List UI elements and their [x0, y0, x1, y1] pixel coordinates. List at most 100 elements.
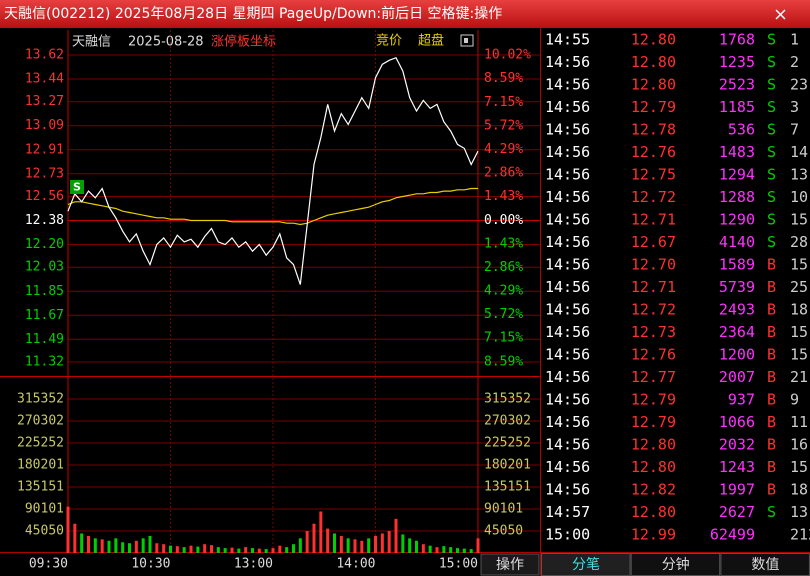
- trade-time: 14:56: [545, 481, 590, 499]
- trade-time: 14:55: [545, 31, 590, 49]
- trade-time: 15:00: [545, 526, 590, 544]
- volume-bar: [285, 547, 289, 553]
- trade-count: 212: [790, 526, 810, 544]
- trade-time: 14:56: [545, 98, 590, 116]
- trade-side: S: [767, 143, 776, 161]
- trade-price: 12.99: [631, 526, 676, 544]
- volume-tick-label-right: 135151: [484, 479, 531, 494]
- trade-side: S: [767, 233, 776, 251]
- volume-bar: [401, 534, 405, 553]
- trade-count: 11: [790, 413, 808, 431]
- auction-toggle[interactable]: 竞价: [376, 33, 402, 49]
- volume-bar: [216, 547, 220, 553]
- trade-volume: 937: [728, 391, 755, 409]
- trade-side: B: [767, 436, 776, 454]
- x-tick-label: 10:30: [131, 557, 170, 572]
- volume-bar: [476, 538, 480, 553]
- volume-bar: [326, 528, 330, 553]
- volume-tick-label-right: 315352: [484, 391, 531, 406]
- trade-time: 14:56: [545, 256, 590, 274]
- y2-tick-label: 2.86%: [484, 260, 523, 275]
- y-tick-label: 13.44: [25, 72, 64, 87]
- y2-tick-label: 10.02%: [484, 48, 531, 63]
- trade-count: 15: [790, 256, 808, 274]
- trade-price: 12.67: [631, 233, 676, 251]
- volume-bar: [148, 535, 152, 553]
- trade-time: 14:56: [545, 121, 590, 139]
- trade-side: S: [767, 166, 776, 184]
- trade-count: 23: [790, 76, 808, 94]
- volume-bar: [182, 547, 186, 553]
- trade-time: 14:56: [545, 323, 590, 341]
- trade-volume: 1997: [719, 481, 755, 499]
- close-button[interactable]: [775, 9, 786, 20]
- trade-side: S: [767, 53, 776, 71]
- volume-bar: [162, 544, 166, 553]
- trade-volume: 5739: [719, 278, 755, 296]
- trade-count: 16: [790, 436, 808, 454]
- trade-count: 15: [790, 346, 808, 364]
- volume-bar: [175, 546, 179, 553]
- volume-tick-label: 135151: [17, 479, 64, 494]
- trade-count: 13: [790, 166, 808, 184]
- operate-button[interactable]: [480, 553, 540, 576]
- trade-time: 14:56: [545, 76, 590, 94]
- trade-price: 12.80: [631, 76, 676, 94]
- title-bar: [0, 0, 810, 28]
- y2-tick-label: 4.29%: [484, 142, 523, 157]
- y-tick-label: 12.03: [25, 260, 64, 275]
- y-tick-label: 12.56: [25, 189, 64, 204]
- trade-volume: 1200: [719, 346, 755, 364]
- trade-side: B: [767, 346, 776, 364]
- trade-count: 18: [790, 301, 808, 319]
- volume-bar: [134, 540, 138, 553]
- volume-tick-label-right: 225252: [484, 435, 531, 450]
- trade-side: B: [767, 391, 776, 409]
- volume-bar: [380, 533, 384, 553]
- stock-name: 天融信: [72, 35, 111, 50]
- volume-bar: [374, 535, 377, 553]
- y-tick-label: 12.20: [25, 237, 64, 252]
- trade-side: B: [767, 481, 776, 499]
- trade-price: 12.79: [631, 98, 676, 116]
- trade-price: 12.75: [631, 166, 676, 184]
- trade-volume: 1066: [719, 413, 755, 431]
- volume-bar: [333, 533, 336, 553]
- trade-volume: 2523: [719, 76, 755, 94]
- trade-price: 12.80: [631, 503, 676, 521]
- trade-price: 12.80: [631, 31, 676, 49]
- volume-bar: [428, 545, 432, 553]
- trade-time: 14:56: [545, 143, 590, 161]
- trade-time: 14:56: [545, 166, 590, 184]
- chart-mode: 涨停板坐标: [211, 34, 276, 50]
- volume-bar: [469, 549, 473, 553]
- x-tick-label: 14:00: [336, 557, 375, 572]
- trade-side: B: [767, 256, 776, 274]
- y-tick-label: 13.62: [25, 48, 64, 63]
- trade-time: 14:56: [545, 391, 590, 409]
- volume-bar: [449, 547, 453, 553]
- volume-bar: [367, 538, 371, 553]
- trade-marker: S: [73, 181, 81, 194]
- trade-price: 12.72: [631, 301, 676, 319]
- trade-price: 12.73: [631, 323, 676, 341]
- volume-bar: [107, 540, 111, 553]
- volume-bar: [264, 549, 268, 553]
- y2-tick-label: 4.29%: [484, 284, 523, 299]
- trade-count: 10: [790, 188, 808, 206]
- trade-marker-box: [70, 180, 84, 194]
- tab-label: 分笔: [572, 557, 600, 573]
- overlay-toggle[interactable]: 超盘: [418, 33, 444, 49]
- panel-icon[interactable]: [460, 34, 474, 47]
- trade-count: 7: [790, 121, 799, 139]
- x-tick-label: 09:30: [29, 557, 68, 572]
- trade-volume: 536: [728, 121, 755, 139]
- trade-price: 12.72: [631, 188, 676, 206]
- trade-side: B: [767, 301, 776, 319]
- volume-tick-label: 270302: [17, 413, 64, 428]
- volume-tick-label: 225252: [17, 435, 64, 450]
- trade-count: 28: [790, 233, 808, 251]
- trade-price: 12.80: [631, 53, 676, 71]
